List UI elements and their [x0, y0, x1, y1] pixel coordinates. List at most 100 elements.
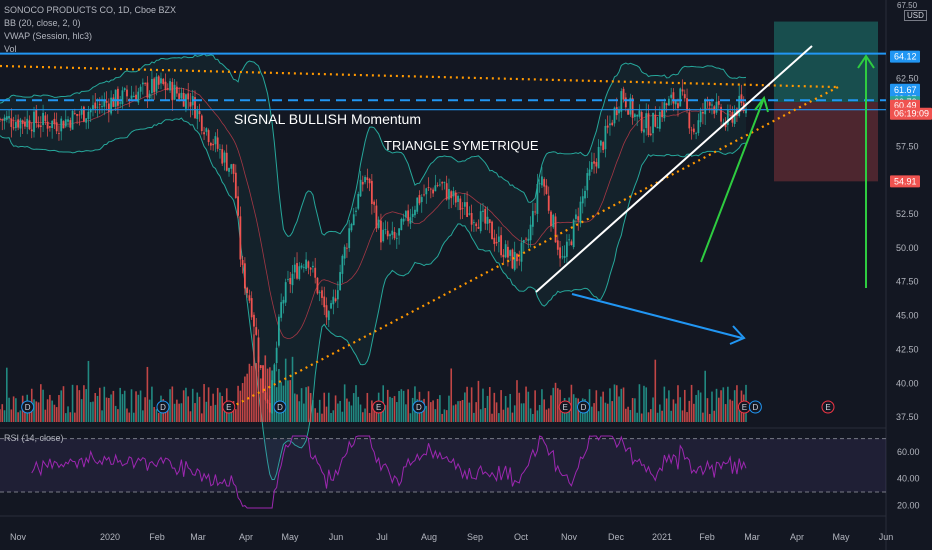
volume-bar: [525, 386, 527, 422]
volume-bar: [448, 395, 450, 422]
candle-body: [593, 161, 595, 164]
volume-bar: [432, 400, 434, 422]
volume-bar: [652, 397, 654, 422]
candle-body: [73, 113, 76, 115]
volume-bar: [194, 403, 196, 422]
event-marker-label: D: [277, 403, 283, 412]
volume-bar: [697, 390, 700, 422]
volume-bar: [366, 392, 369, 422]
indicator-vwap[interactable]: VWAP (Session, hlc3): [4, 31, 93, 41]
volume-bar: [733, 390, 736, 422]
candle-body: [386, 230, 389, 237]
candle-body: [722, 122, 725, 124]
volume-bar: [332, 410, 335, 422]
candle-body: [441, 182, 444, 184]
candle-body: [166, 88, 169, 90]
volume-bar: [439, 395, 441, 422]
volume-bar: [570, 384, 573, 422]
candle-body: [48, 126, 51, 128]
volume-bar: [180, 403, 183, 422]
volume-bar: [461, 400, 464, 422]
candle-body: [638, 110, 641, 117]
candle-body: [565, 241, 568, 257]
volume-bar: [33, 399, 35, 422]
candle-body: [733, 110, 736, 124]
candle-body: [96, 106, 99, 108]
candle-body: [466, 202, 469, 217]
volume-bar: [482, 388, 484, 422]
y-tick-label: 45.00: [896, 311, 919, 321]
candle-body: [164, 81, 167, 91]
candle-body: [209, 143, 212, 146]
volume-bar: [368, 412, 371, 422]
candle-body: [185, 94, 187, 109]
price-label-text: 61.67: [894, 85, 917, 95]
x-tick-label: May: [281, 532, 299, 542]
candle-body: [575, 214, 577, 219]
candle-body: [334, 298, 337, 302]
volume-bar: [148, 399, 151, 422]
candle-body: [139, 86, 142, 92]
candle-body: [652, 112, 654, 134]
ascending-trendline: [225, 85, 841, 411]
candle-body: [336, 290, 339, 300]
candle-body: [704, 100, 707, 115]
volume-bar: [239, 390, 242, 422]
candle-body: [248, 295, 251, 301]
indicator-vol[interactable]: Vol: [4, 44, 17, 54]
volume-bar: [645, 387, 648, 422]
candle-body: [434, 185, 437, 192]
volume-bar: [255, 363, 258, 422]
candle-body: [493, 237, 496, 245]
volume-bar: [591, 406, 593, 422]
candle-body: [55, 122, 58, 132]
candle-body: [602, 142, 605, 151]
candle-body: [24, 121, 26, 127]
volume-bar: [119, 387, 121, 422]
candle-body: [359, 179, 362, 197]
volume-bar: [543, 399, 545, 422]
x-tick-label: Apr: [239, 532, 253, 542]
bb-lower: [0, 117, 747, 481]
volume-bar: [278, 369, 280, 422]
candle-body: [196, 109, 199, 119]
volume-bar: [40, 384, 42, 422]
candle-body: [534, 211, 537, 213]
candle-body: [473, 222, 475, 223]
rsi-label[interactable]: RSI (14, close): [4, 433, 64, 443]
candle-body: [35, 109, 38, 124]
volume-bar: [287, 380, 289, 422]
candle-body: [28, 120, 31, 130]
volume-bar: [409, 413, 412, 422]
volume-bar: [187, 396, 190, 422]
candle-body: [271, 380, 273, 414]
symbol-title[interactable]: SONOCO PRODUCTS CO, 1D, Cboe BZX: [4, 5, 177, 15]
volume-bar: [575, 397, 577, 422]
volume-bar: [430, 402, 432, 422]
volume-bar: [17, 412, 19, 422]
candle-body: [538, 183, 541, 185]
candle-body: [69, 120, 72, 128]
candles: [0, 70, 747, 421]
candle-body: [126, 89, 128, 97]
candle-body: [37, 124, 40, 127]
candle-body: [171, 81, 174, 101]
candle-body: [622, 88, 625, 100]
volume-bar: [207, 387, 210, 422]
candle-body: [511, 249, 514, 269]
currency-badge[interactable]: USD: [904, 10, 927, 21]
event-marker: D: [21, 400, 35, 414]
candle-body: [427, 187, 430, 188]
green-arrow-small: [700, 97, 765, 263]
candle-body: [26, 118, 29, 128]
volume-bar: [191, 388, 194, 422]
candle-body: [568, 239, 571, 241]
candle-body: [173, 84, 176, 100]
event-marker: E: [222, 400, 236, 414]
event-marker: D: [412, 400, 426, 414]
candle-body: [577, 216, 580, 221]
volume-bar: [8, 397, 10, 422]
indicator-bb[interactable]: BB (20, close, 2, 0): [4, 18, 81, 28]
event-marker-label: D: [25, 403, 31, 412]
